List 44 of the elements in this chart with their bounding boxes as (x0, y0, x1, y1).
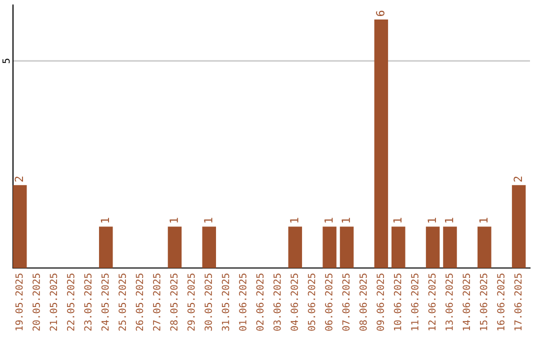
x-tick-label: 08.06.2025 (359, 274, 367, 331)
x-tick-label: 05.06.2025 (308, 274, 316, 331)
x-tick-label: 01.06.2025 (239, 274, 246, 331)
x-tick-label: 04.06.2025 (290, 274, 298, 331)
x-tick-label: 09.06.2025 (376, 274, 384, 331)
x-tick-label: 20.05.2025 (32, 274, 40, 331)
x-tick-label: 13.06.2025 (445, 274, 453, 330)
x-tick-label: 29.05.2025 (187, 274, 195, 331)
data-label: 1 (100, 218, 109, 222)
y-tick-label: 5 (2, 58, 10, 64)
data-label: 2 (514, 176, 522, 182)
data-label: 1 (170, 218, 178, 222)
data-label: 6 (376, 10, 384, 16)
data-label: 1 (204, 218, 212, 222)
x-tick-label: 26.05.2025 (136, 274, 144, 331)
data-label: 1 (428, 218, 436, 222)
x-tick-label: 16.06.2025 (497, 274, 504, 330)
x-tick-label: 22.05.2025 (66, 274, 74, 331)
data-label: 1 (393, 218, 402, 222)
x-tick-label: 03.06.2025 (273, 274, 281, 331)
x-tick-label: 07.06.2025 (342, 274, 350, 331)
x-tick-label: 06.06.2025 (325, 274, 332, 331)
x-tick-label: 10.06.2025 (394, 274, 402, 330)
data-label: 1 (444, 218, 454, 222)
data-label: 2 (14, 176, 23, 182)
x-tick-label: 24.05.2025 (101, 274, 109, 331)
x-tick-label: 25.05.2025 (118, 274, 126, 331)
x-tick-label: 30.05.2025 (204, 274, 212, 331)
x-tick-label: 23.05.2025 (84, 274, 92, 331)
x-tick-label: 12.06.2025 (428, 274, 436, 330)
x-tick-label: 11.06.2025 (411, 274, 418, 330)
data-label: 1 (290, 218, 298, 222)
x-tick-label: 28.05.2025 (170, 274, 178, 331)
x-tick-label: 21.05.2025 (50, 274, 58, 331)
x-tick-label: 27.05.2025 (153, 274, 160, 331)
x-tick-label: 17.06.2025 (514, 274, 522, 330)
data-label: 1 (324, 218, 333, 222)
x-tick-label: 02.06.2025 (256, 274, 264, 331)
data-label: 1 (479, 218, 488, 222)
x-tick-label: 14.06.2025 (462, 274, 470, 330)
x-tick-label: 15.06.2025 (480, 274, 488, 330)
data-label: 1 (342, 218, 350, 222)
x-tick-label: 31.05.2025 (222, 274, 230, 331)
x-tick-label: 19.05.2025 (15, 274, 23, 330)
